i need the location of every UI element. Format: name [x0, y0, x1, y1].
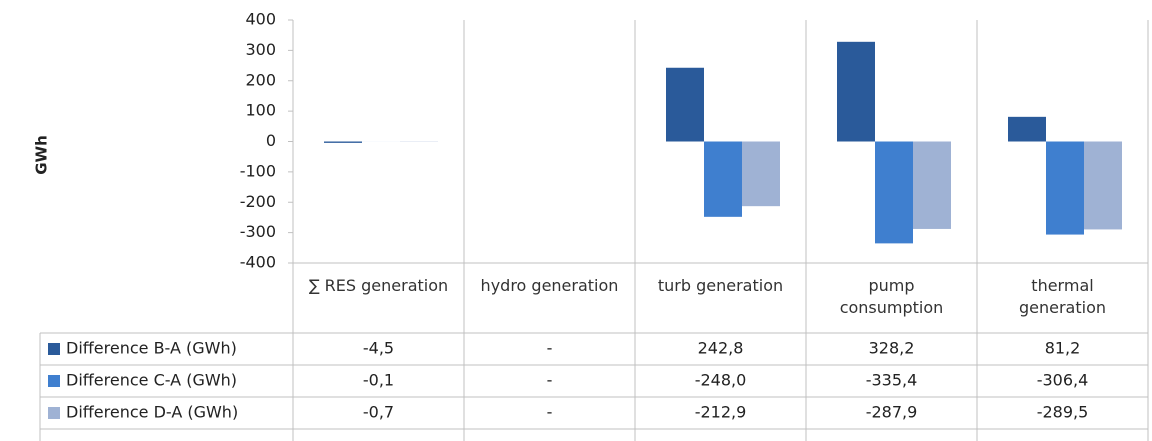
data-label: -0,1	[363, 371, 394, 390]
y-tick-label: -300	[240, 222, 276, 241]
bar	[837, 41, 875, 142]
data-label: -248,0	[695, 371, 747, 390]
data-label: 242,8	[698, 339, 744, 358]
category-label: hydro generation	[480, 276, 619, 295]
bar	[1046, 141, 1084, 235]
bar	[666, 67, 704, 142]
data-label: -212,9	[695, 403, 747, 422]
legend-label: Difference B-A (GWh)	[66, 339, 237, 358]
bar	[704, 141, 742, 217]
bar	[875, 141, 913, 244]
category-label: turb generation	[657, 276, 784, 295]
legend-label: Difference C-A (GWh)	[66, 371, 237, 390]
y-tick-label: 400	[245, 10, 276, 29]
legend-swatch	[48, 343, 60, 355]
bar	[1008, 116, 1046, 142]
y-tick-label: 200	[245, 70, 276, 89]
category-label: ∑ RES generation	[308, 276, 449, 295]
data-label: -4,5	[363, 339, 394, 358]
bar	[742, 141, 780, 207]
category-label: pump consumption	[839, 276, 944, 317]
legend-swatch	[48, 407, 60, 419]
data-label: -	[547, 339, 553, 358]
data-label: 328,2	[869, 339, 915, 358]
legend-label: Difference D-A (GWh)	[66, 403, 238, 422]
data-label: -335,4	[866, 371, 918, 390]
data-label: -	[547, 403, 553, 422]
bar	[1084, 141, 1122, 230]
y-tick-label: -100	[240, 161, 276, 180]
data-label: -0,7	[363, 403, 394, 422]
bar	[324, 141, 362, 143]
data-label: 81,2	[1045, 339, 1081, 358]
data-label: -306,4	[1037, 371, 1089, 390]
data-label: -	[547, 371, 553, 390]
bar	[913, 141, 951, 229]
y-tick-label: -200	[240, 192, 276, 211]
data-label: -287,9	[866, 403, 918, 422]
legend-swatch	[48, 375, 60, 387]
y-tick-label: -400	[240, 253, 276, 272]
y-tick-label: 100	[245, 101, 276, 120]
y-axis-label: GWh	[33, 135, 51, 175]
category-label: thermal generation	[1018, 276, 1106, 317]
y-tick-label: 300	[245, 40, 276, 59]
data-label: -289,5	[1037, 403, 1089, 422]
y-tick-label: 0	[266, 131, 276, 150]
